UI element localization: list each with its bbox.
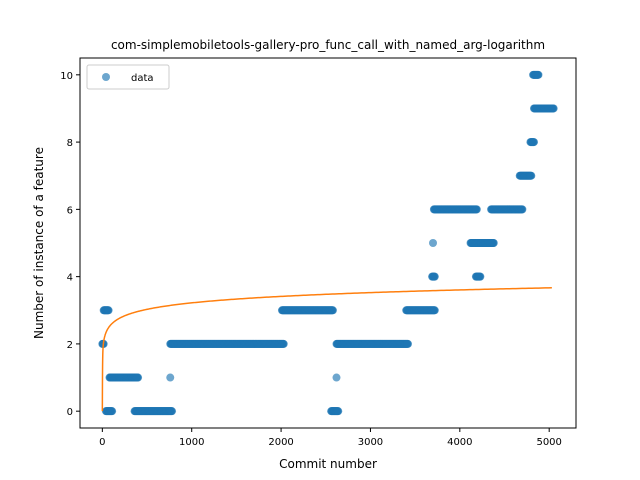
y-axis-label: Number of instance of a feature <box>32 147 46 339</box>
data-point <box>518 205 527 214</box>
data-point <box>489 239 498 247</box>
data-point <box>334 407 343 416</box>
y-tick-label: 4 <box>67 273 73 284</box>
data-point <box>166 373 175 382</box>
data-point <box>476 272 485 281</box>
data-point <box>430 306 439 315</box>
legend-box <box>86 64 170 90</box>
x-tick-label: 0 <box>99 437 105 448</box>
x-tick-label: 3000 <box>358 437 383 448</box>
plot-frame <box>79 57 577 429</box>
data-point <box>332 373 341 382</box>
data-point <box>168 407 177 416</box>
data-point <box>430 272 439 281</box>
fit-line <box>101 287 552 412</box>
legend: data <box>86 64 170 90</box>
x-tick-label: 4000 <box>447 437 472 448</box>
data-point <box>279 339 288 348</box>
data-point <box>134 373 143 382</box>
data-point <box>472 205 481 214</box>
data-point <box>403 339 412 348</box>
data-point <box>530 138 538 147</box>
x-axis-label: Commit number <box>279 457 377 471</box>
y-tick-label: 2 <box>67 340 73 351</box>
data-point <box>527 171 536 180</box>
y-axis: 0 2 4 6 8 10 <box>60 71 80 418</box>
x-tick-label: 1000 <box>179 437 204 448</box>
data-point <box>549 104 558 113</box>
data-point <box>328 306 337 315</box>
data-point <box>104 306 113 315</box>
y-tick-label: 8 <box>67 138 73 149</box>
y-tick-label: 0 <box>67 407 73 418</box>
x-tick-label: 5000 <box>536 437 561 448</box>
data-point <box>534 70 543 79</box>
y-tick-label: 6 <box>67 205 73 216</box>
data-point <box>108 407 117 416</box>
chart-title: com-simplemobiletools-gallery-pro_func_c… <box>111 38 545 52</box>
y-tick-label: 10 <box>60 71 73 82</box>
legend-marker <box>102 73 110 81</box>
data-point <box>429 239 438 247</box>
legend-label: data <box>131 73 154 84</box>
x-tick-label: 2000 <box>268 437 293 448</box>
fit-curve <box>101 287 552 412</box>
x-axis: 0 1000 2000 3000 4000 5000 <box>99 428 562 448</box>
data-points <box>98 70 558 416</box>
